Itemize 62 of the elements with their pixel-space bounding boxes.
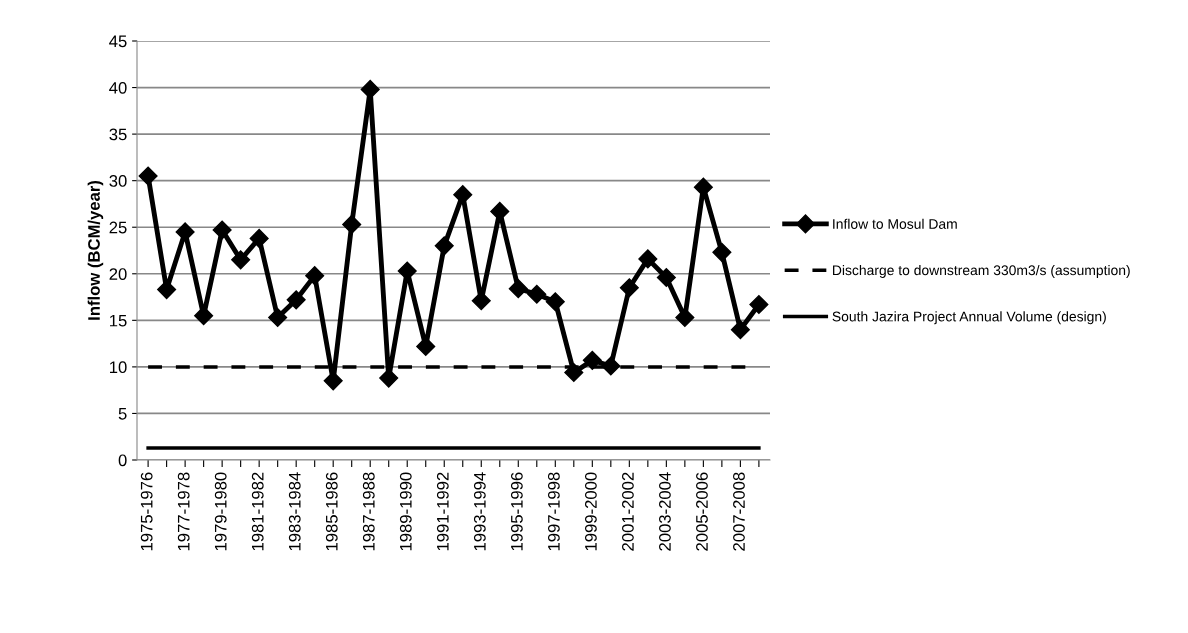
y-tick-label: 10 <box>110 361 127 374</box>
point <box>231 250 251 270</box>
point <box>268 308 288 328</box>
point <box>601 356 621 376</box>
x-tick-label: 1975-1976 <box>140 472 153 551</box>
y-axis-title: Inflow (BCM/year) <box>87 180 104 320</box>
point <box>656 267 676 288</box>
point <box>138 166 158 186</box>
x-tick-label: 1987-1988 <box>362 472 375 551</box>
x-tick-label: 1997-1998 <box>547 472 560 551</box>
y-tick-label: 25 <box>109 221 127 234</box>
y-tick-label: 30 <box>109 175 127 187</box>
point <box>397 261 417 281</box>
y-tick-label: 40 <box>109 81 127 94</box>
point <box>508 279 528 299</box>
x-tick-label: 1977-1978 <box>177 472 190 551</box>
y-tick-label: 45 <box>109 35 127 48</box>
y-tick-label: 0 <box>118 454 127 467</box>
point <box>693 177 713 197</box>
y-tick-label: 15 <box>110 314 127 327</box>
x-tick-label: 1995-1996 <box>510 472 523 551</box>
point <box>212 220 232 240</box>
point <box>175 222 195 242</box>
point <box>157 280 177 300</box>
x-tick-label: 1985-1986 <box>325 472 338 551</box>
point <box>194 306 214 326</box>
legend-label: Discharge to downstream 330m3/s (assumption) <box>833 264 1130 278</box>
x-tick-label: 2007-2008 <box>733 472 745 551</box>
y-tick-label: 35 <box>109 128 127 141</box>
point <box>712 242 732 262</box>
point <box>619 278 639 298</box>
x-tick-label: 2005-2006 <box>696 472 708 551</box>
x-tick-label: 1983-1984 <box>288 472 301 551</box>
x-tick-label: 1979-1980 <box>214 472 227 551</box>
point <box>675 308 695 328</box>
point <box>342 214 362 234</box>
x-tick-label: 1991-1992 <box>436 472 449 551</box>
x-tick-label: 2001-2002 <box>622 472 634 551</box>
x-tick-label: 2003-2004 <box>659 472 671 551</box>
point <box>249 228 269 248</box>
point <box>286 290 306 310</box>
point <box>360 79 380 99</box>
x-tick-label: 1981-1982 <box>251 472 264 551</box>
point <box>323 371 343 391</box>
legend-label: South Jazira Project Annual Volume (design) <box>832 311 1106 325</box>
point <box>434 236 454 256</box>
point <box>749 294 769 315</box>
y-tick-label: 5 <box>118 408 127 420</box>
point <box>379 368 399 388</box>
point <box>471 291 491 311</box>
x-tick-label: 1993-1994 <box>473 472 486 551</box>
point <box>730 320 750 340</box>
x-tick-label: 1989-1990 <box>399 472 412 551</box>
legend-label: Inflow to Mosul Dam <box>833 218 957 229</box>
point <box>490 201 510 221</box>
point <box>545 292 565 312</box>
x-tick-label: 1999-2000 <box>584 472 597 551</box>
point <box>527 284 547 304</box>
y-tick-label: 20 <box>109 268 127 280</box>
point <box>305 266 325 286</box>
point <box>638 249 658 269</box>
point <box>582 350 602 370</box>
